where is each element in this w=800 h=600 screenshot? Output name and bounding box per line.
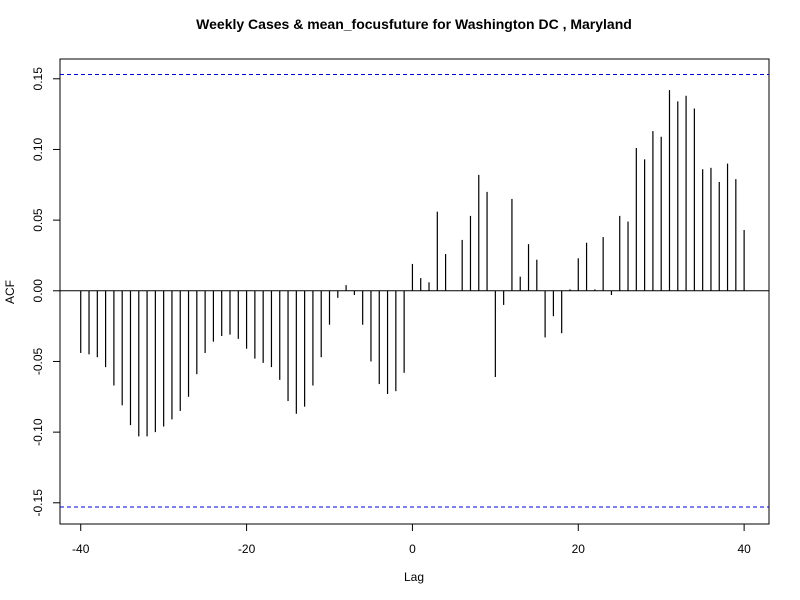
x-axis: -40 -20 0 20 40 <box>72 523 751 556</box>
y-tick-label: 0.10 <box>31 137 45 161</box>
y-tick-label: 0.15 <box>31 67 45 91</box>
x-tick-label: -40 <box>72 542 90 556</box>
y-tick-label: 0.00 <box>31 279 45 303</box>
confidence-bounds <box>60 74 769 508</box>
y-axis-label: ACF <box>3 280 17 304</box>
acf-bars <box>80 90 745 437</box>
y-tick-label: -0.15 <box>31 489 45 517</box>
chart-title: Weekly Cases & mean_focusfuture for Wash… <box>196 16 632 32</box>
y-tick-label: 0.05 <box>31 208 45 232</box>
x-tick-label: -20 <box>238 542 256 556</box>
x-tick-label: 40 <box>737 542 751 556</box>
x-axis-label: Lag <box>403 570 425 584</box>
y-tick-label: -0.10 <box>31 418 45 446</box>
x-tick-label: 20 <box>572 542 586 556</box>
y-axis: -0.15 -0.10 -0.05 0.00 0.05 0.10 0.15 <box>31 67 61 517</box>
y-tick-label: -0.05 <box>31 347 45 375</box>
plot-frame <box>59 58 770 525</box>
x-tick-label: 0 <box>409 542 416 556</box>
